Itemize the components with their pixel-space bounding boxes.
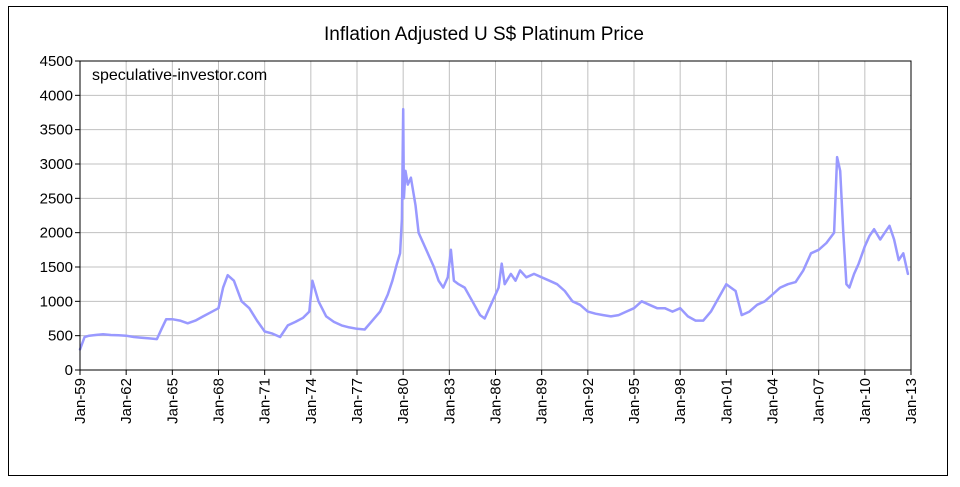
y-tick-label: 1000 [40,293,73,310]
y-tick-label: 2000 [40,225,73,242]
chart-title: Inflation Adjusted U S$ Platinum Price [324,24,644,45]
x-tick-label: Jan-07 [811,378,828,424]
x-tick-label: Jan-04 [765,378,782,424]
y-tick-label: 3500 [40,122,73,139]
x-tick-label: Jan-77 [349,378,366,424]
series-line-0 [78,107,910,351]
series-layer [78,107,910,351]
y-tick-label: 0 [65,362,73,379]
gridlines [80,61,911,370]
source-annotation: speculative-investor.com [92,67,267,84]
x-tick-label: Jan-89 [534,378,551,424]
x-tick-label: Jan-83 [441,378,458,424]
x-tick-label: Jan-98 [672,378,689,424]
x-tick-label: Jan-71 [257,378,274,424]
x-tick-label: Jan-80 [395,378,412,424]
x-tick-label: Jan-62 [118,378,135,424]
x-tick-label: Jan-86 [488,378,505,424]
x-tick-label: Jan-68 [211,378,228,424]
y-axis-ticks: 0 500 1000 1500 2000 2500 3000 3500 4000 4500 [40,53,80,379]
x-tick-label: Jan-65 [164,378,181,424]
x-tick-label: Jan-13 [903,378,920,424]
y-tick-label: 1500 [40,259,73,276]
x-tick-label: Jan-74 [303,378,320,424]
y-tick-label: 4000 [40,87,73,104]
x-tick-label: Jan-92 [580,378,597,424]
y-tick-label: 2500 [40,190,73,207]
y-tick-label: 500 [48,328,73,345]
y-tick-label: 4500 [40,53,73,70]
x-tick-label: Jan-01 [718,378,735,424]
x-axis-ticks: Jan-59 Jan-62 Jan-65 Jan-68 Jan-71 Jan-74 Jan-… [72,370,920,424]
x-tick-label: Jan-95 [626,378,643,424]
x-tick-label: Jan-59 [72,378,89,424]
x-tick-label: Jan-10 [857,378,874,424]
y-tick-label: 3000 [40,156,73,173]
